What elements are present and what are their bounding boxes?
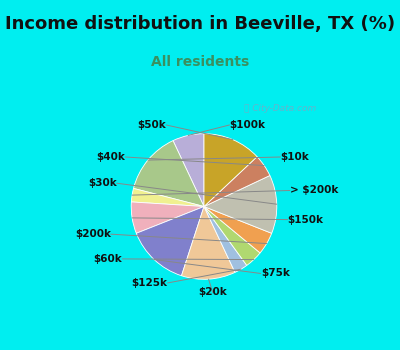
Text: Income distribution in Beeville, TX (%): Income distribution in Beeville, TX (%) bbox=[5, 15, 395, 33]
Text: $75k: $75k bbox=[261, 268, 290, 279]
Text: $20k: $20k bbox=[198, 287, 227, 298]
Text: $60k: $60k bbox=[94, 254, 122, 264]
Wedge shape bbox=[204, 206, 260, 265]
Text: $125k: $125k bbox=[132, 278, 168, 288]
Text: $40k: $40k bbox=[96, 152, 125, 162]
Wedge shape bbox=[173, 134, 204, 206]
Text: $50k: $50k bbox=[137, 120, 166, 130]
Wedge shape bbox=[204, 206, 272, 253]
Text: All residents: All residents bbox=[151, 55, 249, 69]
Wedge shape bbox=[204, 157, 270, 206]
Wedge shape bbox=[204, 175, 277, 233]
Wedge shape bbox=[204, 206, 247, 272]
Wedge shape bbox=[131, 202, 204, 233]
Wedge shape bbox=[136, 206, 204, 276]
Text: $30k: $30k bbox=[88, 178, 117, 188]
Wedge shape bbox=[204, 134, 257, 206]
Text: > $200k: > $200k bbox=[290, 186, 338, 196]
Text: $200k: $200k bbox=[75, 229, 111, 239]
Text: ⓘ City-Data.com: ⓘ City-Data.com bbox=[244, 104, 316, 113]
Text: $10k: $10k bbox=[280, 152, 309, 162]
Text: $100k: $100k bbox=[230, 120, 266, 130]
Wedge shape bbox=[182, 206, 235, 279]
Text: $150k: $150k bbox=[288, 215, 324, 225]
Wedge shape bbox=[134, 141, 204, 206]
Wedge shape bbox=[131, 188, 204, 206]
